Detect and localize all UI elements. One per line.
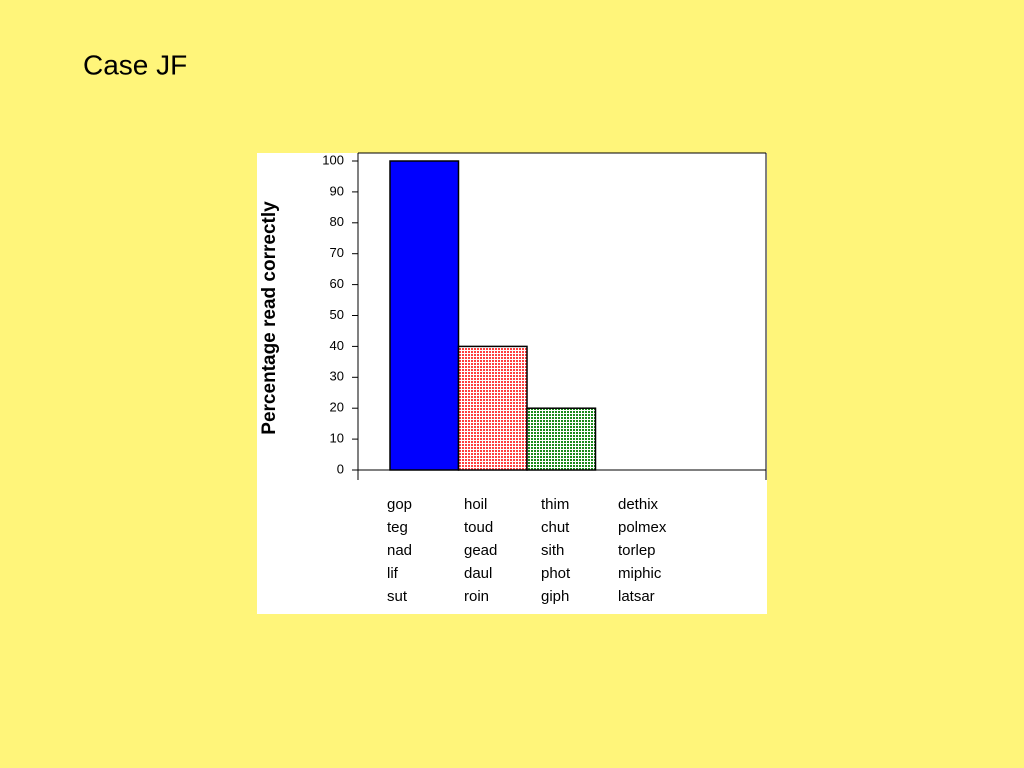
y-tick-label: 70: [330, 245, 344, 260]
x-category-word: sut: [387, 588, 408, 605]
x-category-word: polmex: [618, 519, 667, 536]
x-category-word: nad: [387, 542, 412, 559]
x-category-word: teg: [387, 519, 408, 536]
x-category-word: chut: [541, 519, 570, 536]
bar: [526, 407, 597, 471]
y-tick-label: 40: [330, 338, 344, 353]
x-category-word: toud: [464, 519, 493, 536]
x-category-word: lif: [387, 565, 399, 582]
y-tick-label: 100: [322, 152, 344, 167]
x-category-word: daul: [464, 565, 492, 582]
x-category-word: thim: [541, 496, 569, 513]
y-tick-label: 10: [330, 431, 344, 446]
y-tick-label: 80: [330, 214, 344, 229]
x-category-word: latsar: [618, 588, 655, 605]
x-category-word: miphic: [618, 565, 662, 582]
x-category-word: dethix: [618, 496, 659, 513]
y-tick-label: 60: [330, 276, 344, 291]
x-category-word: hoil: [464, 496, 487, 513]
y-tick-label: 30: [330, 369, 344, 384]
y-tick-label: 50: [330, 307, 344, 322]
x-category-word: roin: [464, 588, 489, 605]
y-tick-label: 20: [330, 400, 344, 415]
x-category-word: gop: [387, 496, 412, 513]
y-axis-label: Percentage read correctly: [259, 201, 280, 435]
bar: [457, 345, 528, 471]
slide-title: Case JF: [83, 49, 187, 80]
x-category-word: gead: [464, 542, 497, 559]
x-category-word: sith: [541, 542, 564, 559]
plot: 0 10 20 30 40 50 60 70 80 90 100 gop teg nad lif sut hoi…: [322, 152, 767, 605]
bar: [389, 160, 460, 471]
x-category-word: torlep: [618, 542, 656, 559]
x-category-word: phot: [541, 565, 571, 582]
y-tick-label: 0: [337, 461, 344, 476]
y-tick-label: 90: [330, 183, 344, 198]
x-category-word: giph: [541, 588, 569, 605]
